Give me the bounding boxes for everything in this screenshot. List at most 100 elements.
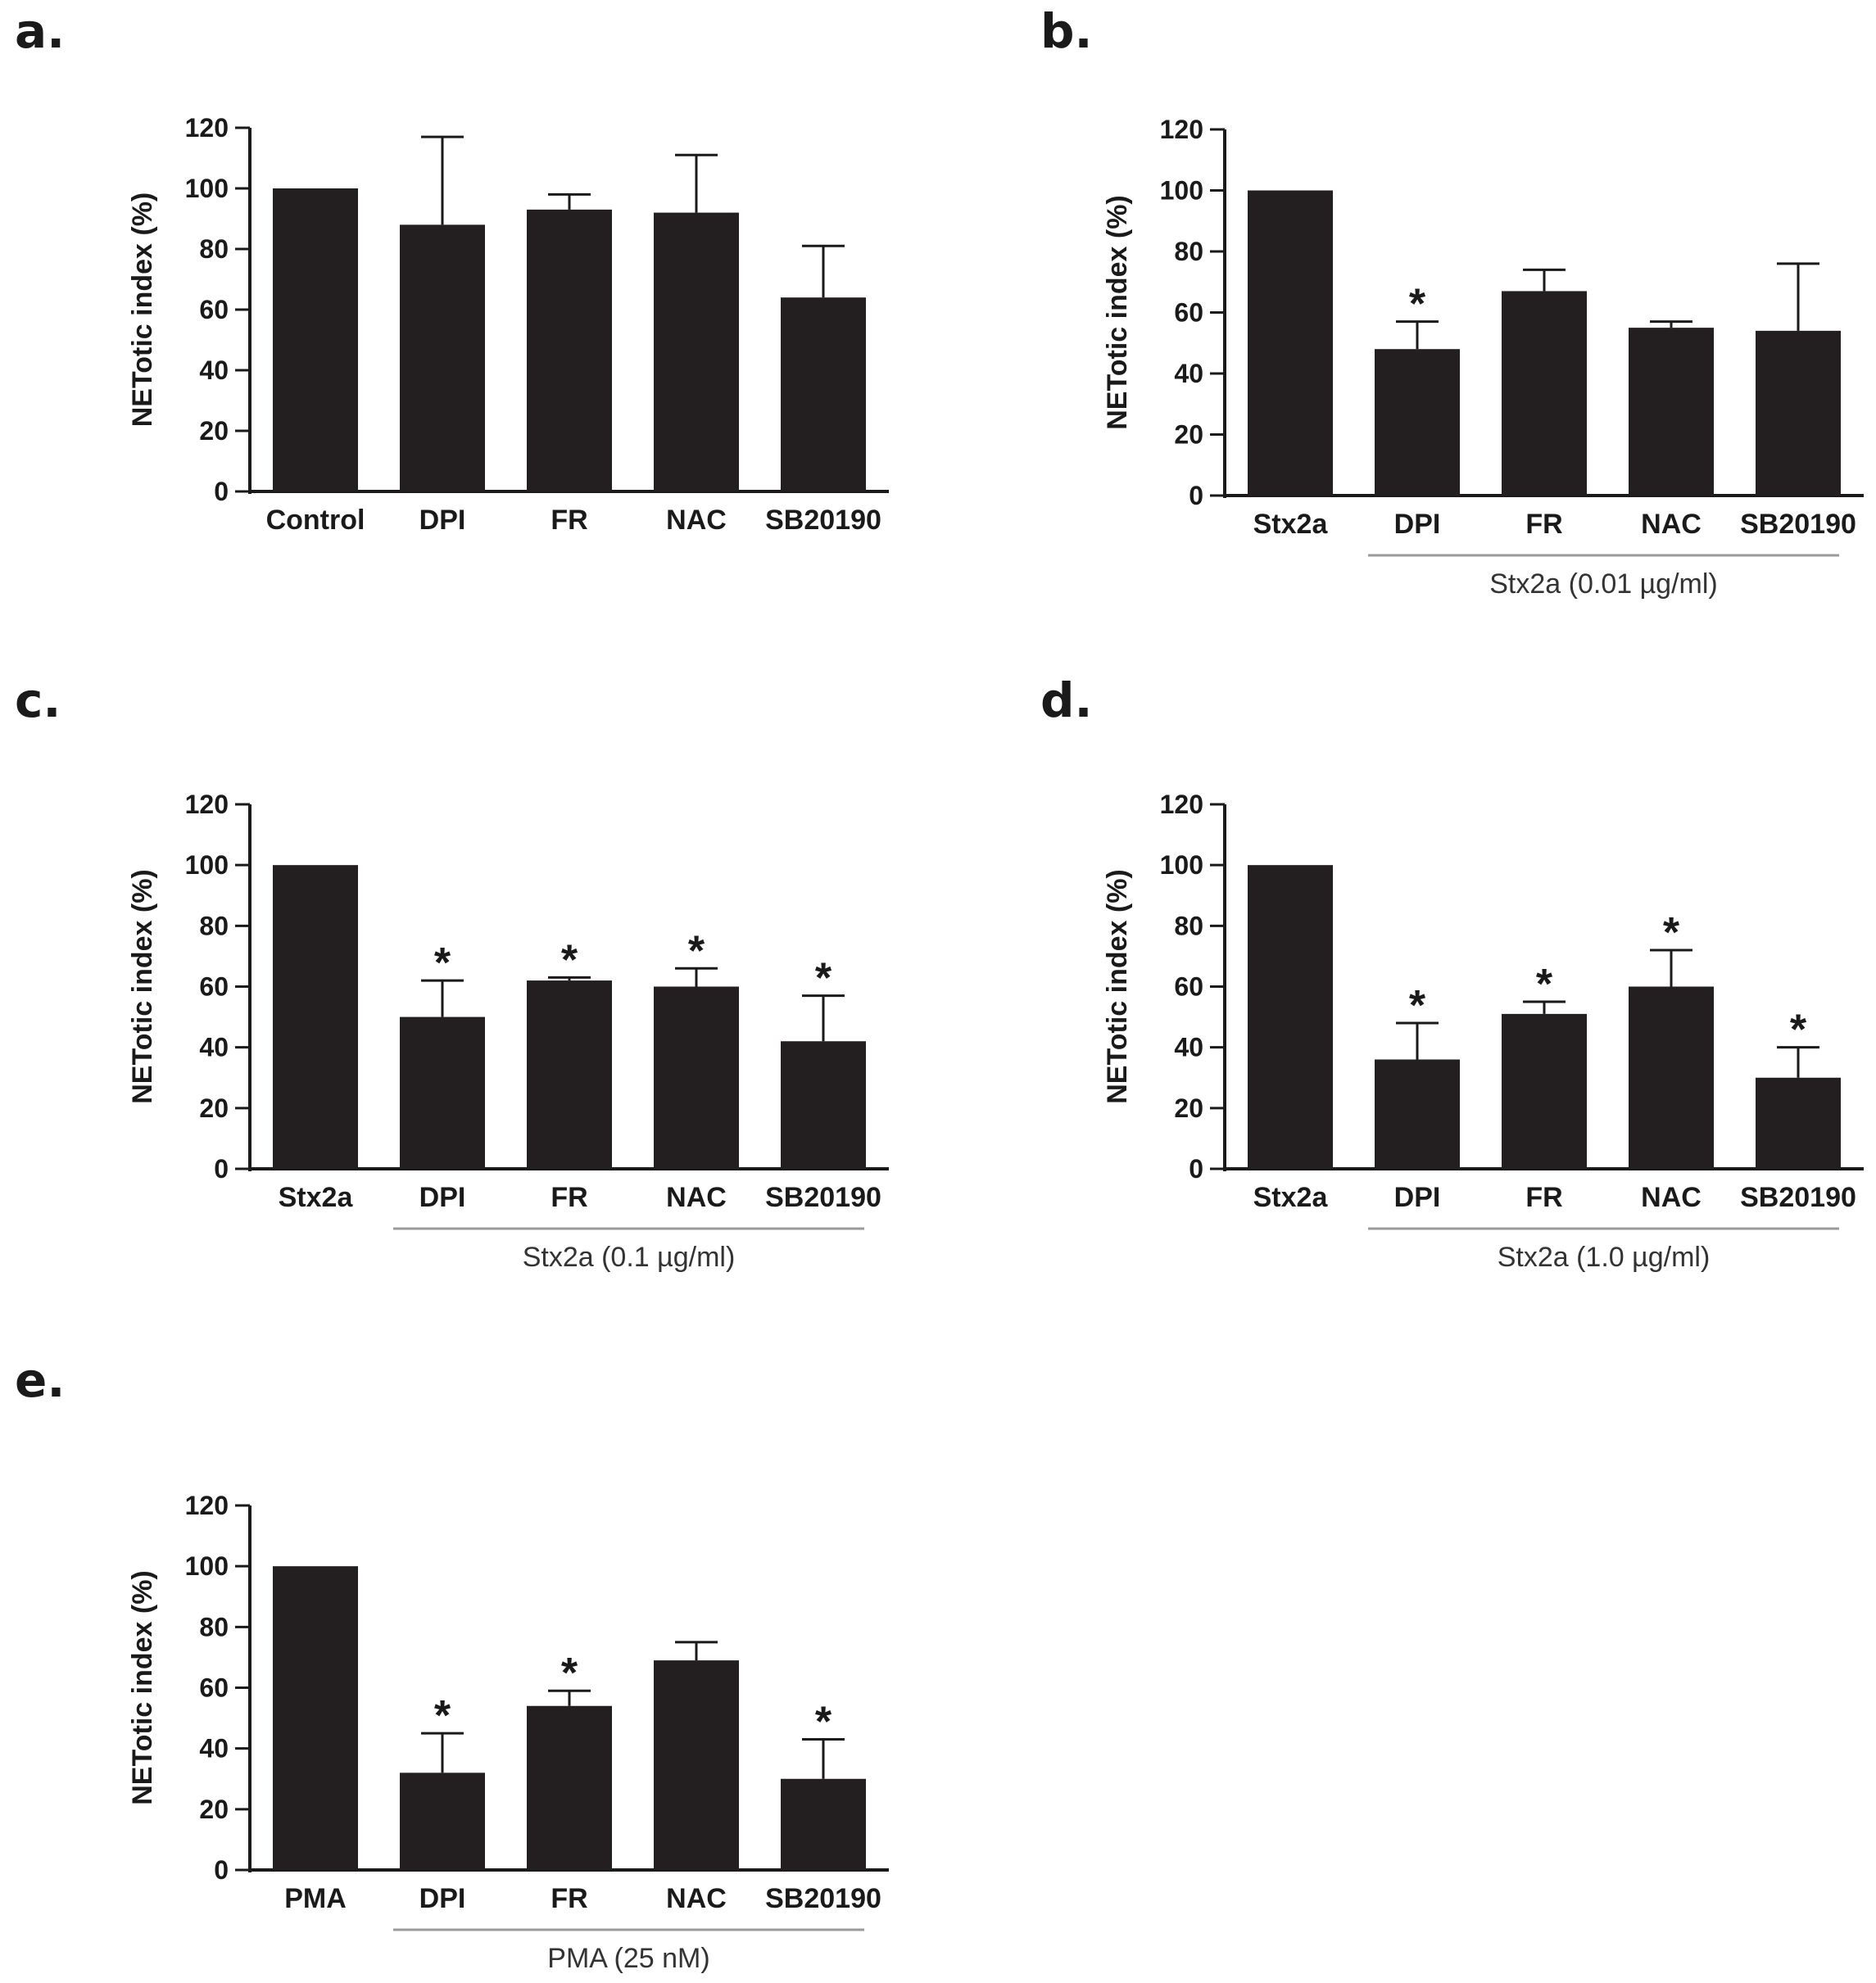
bar bbox=[1756, 1077, 1841, 1169]
significance-marker: * bbox=[561, 936, 578, 984]
y-axis-title: NETotic index (%) bbox=[1102, 869, 1133, 1104]
y-tick-label: 100 bbox=[185, 1551, 229, 1581]
significance-marker: * bbox=[1409, 982, 1426, 1030]
y-tick-label: 100 bbox=[1160, 850, 1203, 880]
category-label: SB20190 bbox=[765, 1883, 881, 1914]
category-label: Stx2a bbox=[1253, 509, 1329, 540]
panel-letter: c. bbox=[15, 672, 61, 728]
bar bbox=[1502, 291, 1587, 496]
y-tick-label: 100 bbox=[185, 850, 229, 880]
y-tick-label: 40 bbox=[199, 1734, 229, 1763]
significance-marker: * bbox=[688, 927, 705, 975]
y-tick-label: 100 bbox=[185, 174, 229, 203]
y-tick-label: 40 bbox=[199, 1033, 229, 1062]
bar bbox=[654, 212, 739, 491]
significance-marker: * bbox=[434, 1692, 451, 1740]
group-label: Stx2a (0.1 µg/ml) bbox=[523, 1242, 736, 1273]
significance-marker: * bbox=[561, 1650, 578, 1697]
y-tick-label: 0 bbox=[1189, 1154, 1203, 1184]
y-tick-label: 100 bbox=[1160, 176, 1203, 206]
y-tick-label: 80 bbox=[199, 911, 229, 940]
category-label: DPI bbox=[419, 1182, 466, 1213]
y-tick-label: 120 bbox=[1160, 790, 1203, 819]
y-tick-label: 40 bbox=[1174, 359, 1203, 388]
bar bbox=[527, 980, 612, 1169]
category-label: NAC bbox=[1641, 1182, 1702, 1213]
y-tick-label: 80 bbox=[1174, 911, 1203, 940]
bar bbox=[1756, 330, 1841, 496]
category-label: DPI bbox=[419, 1883, 466, 1914]
y-tick-label: 60 bbox=[1174, 298, 1203, 328]
bar bbox=[781, 1041, 866, 1169]
bar bbox=[654, 986, 739, 1169]
category-label: FR bbox=[551, 1883, 587, 1914]
bar bbox=[781, 297, 866, 491]
y-tick-label: 60 bbox=[199, 972, 229, 1002]
y-tick-label: 0 bbox=[1189, 481, 1203, 510]
y-axis-title: NETotic index (%) bbox=[127, 869, 158, 1104]
category-label: FR bbox=[1525, 509, 1562, 540]
y-tick-label: 120 bbox=[185, 113, 229, 143]
bar bbox=[1502, 1013, 1587, 1169]
y-tick-label: 80 bbox=[199, 1612, 229, 1641]
category-label: SB20190 bbox=[765, 505, 881, 536]
y-tick-label: 20 bbox=[199, 416, 229, 446]
category-label: SB20190 bbox=[1740, 509, 1856, 540]
significance-marker: * bbox=[1409, 281, 1426, 328]
bar bbox=[273, 188, 358, 491]
panel-c: c. 0 20 40 60 80 100 120 NETotic index (%) Stx2a *… bbox=[15, 672, 889, 1273]
panel-a: a. 0 20 40 60 80 100 120 NETotic index (%) Contro… bbox=[15, 3, 889, 536]
group-label: Stx2a (0.01 µg/ml) bbox=[1489, 568, 1717, 600]
significance-marker: * bbox=[434, 939, 451, 987]
category-label: NAC bbox=[666, 505, 727, 536]
category-label: FR bbox=[551, 505, 587, 536]
group-label: PMA (25 nM) bbox=[547, 1943, 709, 1974]
y-axis-title: NETotic index (%) bbox=[1102, 195, 1133, 430]
y-tick-label: 120 bbox=[185, 1491, 229, 1520]
category-label: Control bbox=[266, 505, 365, 536]
category-label: SB20190 bbox=[1740, 1182, 1856, 1213]
category-label: DPI bbox=[419, 505, 466, 536]
y-tick-label: 40 bbox=[199, 355, 229, 385]
significance-marker: * bbox=[1536, 961, 1553, 1008]
y-tick-label: 60 bbox=[1174, 972, 1203, 1002]
y-tick-label: 80 bbox=[1174, 237, 1203, 266]
category-label: PMA bbox=[284, 1883, 347, 1914]
bar bbox=[1375, 1059, 1460, 1169]
bar bbox=[527, 209, 612, 491]
category-label: Stx2a bbox=[279, 1182, 354, 1213]
panel-d: d. 0 20 40 60 80 100 120 NETotic index (%) Stx2a *… bbox=[1040, 672, 1864, 1273]
bar bbox=[1248, 865, 1333, 1169]
y-tick-label: 20 bbox=[1174, 1093, 1203, 1123]
bar bbox=[527, 1705, 612, 1870]
y-tick-label: 60 bbox=[199, 1673, 229, 1703]
bar bbox=[1248, 190, 1333, 496]
category-label: NAC bbox=[1641, 509, 1702, 540]
panel-letter: a. bbox=[15, 3, 65, 59]
bar bbox=[400, 1772, 485, 1870]
bar bbox=[400, 1016, 485, 1169]
panel-letter: e. bbox=[15, 1352, 65, 1408]
category-label: NAC bbox=[666, 1883, 727, 1914]
bar bbox=[273, 1566, 358, 1870]
category-label: NAC bbox=[666, 1182, 727, 1213]
significance-marker: * bbox=[1663, 909, 1680, 957]
category-label: DPI bbox=[1394, 1182, 1441, 1213]
significance-marker: * bbox=[815, 955, 832, 1003]
group-label: Stx2a (1.0 µg/ml) bbox=[1498, 1242, 1711, 1273]
panel-letter: d. bbox=[1040, 672, 1093, 728]
bar bbox=[654, 1660, 739, 1870]
y-tick-label: 0 bbox=[214, 477, 229, 506]
panel-b: b. 0 20 40 60 80 100 120 NETotic index (%) Stx2a *… bbox=[1040, 3, 1864, 600]
y-tick-label: 120 bbox=[1160, 115, 1203, 144]
bar bbox=[781, 1778, 866, 1870]
category-label: FR bbox=[551, 1182, 587, 1213]
significance-marker: * bbox=[815, 1699, 832, 1746]
category-label: SB20190 bbox=[765, 1182, 881, 1213]
bar bbox=[273, 865, 358, 1169]
y-tick-label: 20 bbox=[1174, 420, 1203, 450]
bar bbox=[1629, 986, 1714, 1169]
y-axis-title: NETotic index (%) bbox=[127, 192, 158, 428]
category-label: Stx2a bbox=[1253, 1182, 1329, 1213]
